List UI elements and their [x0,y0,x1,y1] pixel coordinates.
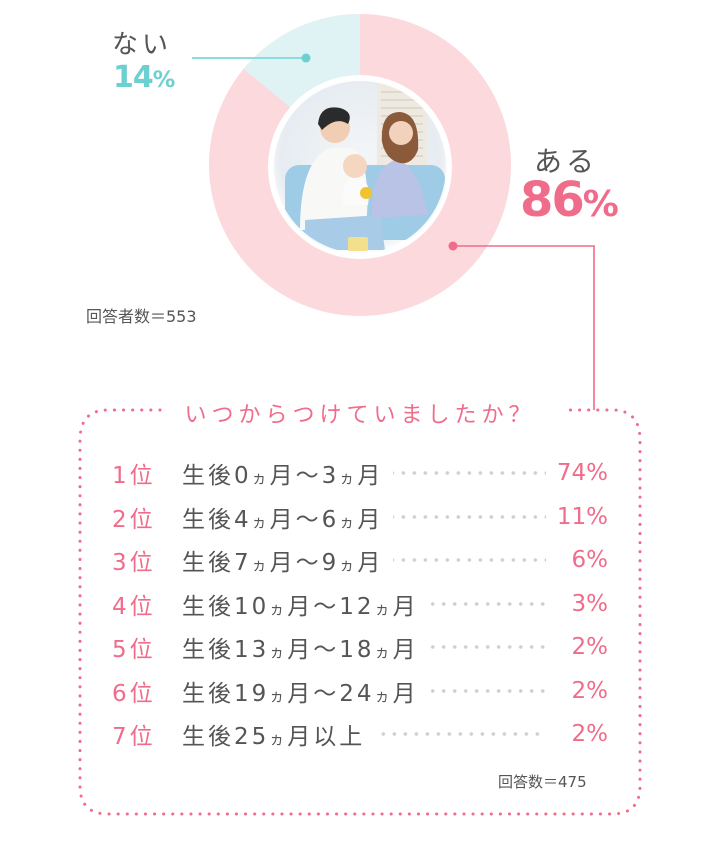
percent-value: 3% [571,590,609,617]
period-label: 生後0ヵ月～3ヵ月 [182,463,384,489]
percent-value: 2% [571,721,609,747]
rank-label: 4位 [112,593,156,620]
dotted-leader [428,688,546,693]
answers-count: 回答数＝475 [498,773,587,791]
dotted-leader [375,732,546,736]
percent-value: 2% [571,634,609,660]
dotted-leader [428,645,546,649]
dotted-leader [393,514,546,519]
ranking-row: 4位 生後10ヵ月～12ヵ月 3% [112,584,608,624]
rank-label: 6位 [112,680,156,707]
ranking-row: 6位 生後19ヵ月～24ヵ月 2% [112,671,608,711]
percent-value: 6% [571,547,609,573]
ranking-row: 2位 生後4ヵ月～6ヵ月 11% [112,497,608,537]
respondents-count: 回答者数＝553 [86,307,197,326]
period-label: 生後25ヵ月以上 [182,724,366,750]
leader-dot-yes [448,241,458,251]
dotted-leader [393,471,546,475]
period-label: 生後4ヵ月～6ヵ月 [182,506,384,533]
ranking-row: 1位 生後0ヵ月～3ヵ月 74% [112,453,608,493]
percent-value: 11% [556,503,608,530]
period-label: 生後19ヵ月～24ヵ月 [182,680,419,707]
dotted-leader [393,558,546,562]
pie-percent-yes: 86% [520,172,619,228]
period-label: 生後13ヵ月～18ヵ月 [182,637,419,663]
dotted-leader [428,601,546,606]
ranking-row: 3位 生後7ヵ月～9ヵ月 6% [112,540,608,580]
ranking-row: 7位 生後25ヵ月以上 2% [112,714,608,754]
ranking-question: いつからつけていましたか？ [184,403,536,428]
rank-label: 7位 [112,724,156,750]
pie-percent-no: 14% [113,60,175,95]
period-label: 生後10ヵ月～12ヵ月 [182,593,419,620]
leader-dot-no [301,53,311,63]
percent-value: 2% [571,677,609,704]
ranking-row: 5位 生後13ヵ月～18ヵ月 2% [112,627,608,667]
rank-label: 2位 [112,506,156,533]
pie-label-yes: ある [534,145,599,178]
family-photo [268,75,452,259]
rank-label: 1位 [112,463,156,489]
pie-label-no: ない [112,30,173,60]
percent-value: 74% [556,460,608,486]
rank-label: 3位 [112,550,156,576]
leader-line-yes [453,245,595,410]
ranking-box-border [78,408,642,816]
rank-label: 5位 [112,637,156,663]
period-label: 生後7ヵ月～9ヵ月 [182,550,384,576]
